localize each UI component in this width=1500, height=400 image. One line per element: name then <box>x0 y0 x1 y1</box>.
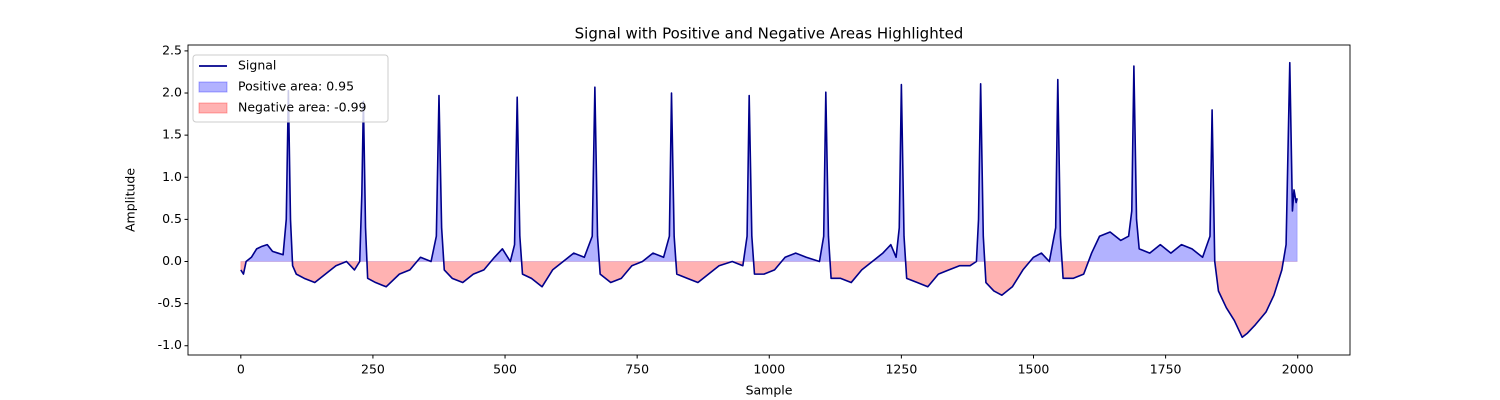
y-tick-label: 1.0 <box>162 169 182 184</box>
negative-area <box>240 261 1298 339</box>
x-tick-label: 250 <box>361 362 385 377</box>
y-tick-label: 0.5 <box>162 211 182 226</box>
legend-patch <box>198 81 228 93</box>
legend-label: Signal <box>238 58 276 73</box>
x-tick-label: 750 <box>625 362 649 377</box>
legend-patch <box>198 102 228 114</box>
y-axis-label: Amplitude <box>123 168 138 232</box>
x-tick-label: 0 <box>237 362 245 377</box>
signal-line <box>240 61 1298 339</box>
y-tick-label: 2.5 <box>162 42 182 57</box>
legend-label: Positive area: 0.95 <box>238 79 354 94</box>
x-tick-label: 1000 <box>753 362 785 377</box>
y-tick-label: 1.5 <box>162 127 182 142</box>
x-tick-label: 500 <box>493 362 517 377</box>
y-tick-label: -0.5 <box>158 295 182 310</box>
x-tick-label: 2000 <box>1282 362 1314 377</box>
plot-frame <box>187 44 1351 356</box>
y-tick-label: 0.0 <box>162 253 182 268</box>
x-axis-label: Sample <box>746 383 793 398</box>
chart-title: Signal with Positive and Negative Areas … <box>575 25 964 43</box>
x-tick-label: 1500 <box>1018 362 1050 377</box>
x-tick-label: 1250 <box>885 362 917 377</box>
positive-area <box>240 62 1298 262</box>
y-tick-label: -1.0 <box>158 337 182 352</box>
legend-label: Negative area: -0.99 <box>238 100 367 115</box>
x-tick-label: 1750 <box>1150 362 1182 377</box>
legend-box <box>192 54 389 123</box>
y-tick-label: 2.0 <box>162 85 182 100</box>
